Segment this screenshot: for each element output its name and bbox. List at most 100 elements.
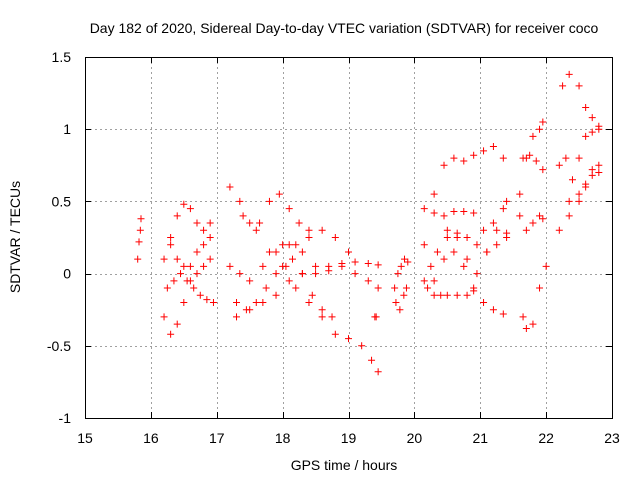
data-point (136, 226, 144, 234)
data-point (292, 284, 300, 292)
data-series (226, 183, 313, 241)
data-point (595, 125, 603, 133)
data-point (588, 166, 596, 174)
data-point (364, 277, 372, 285)
data-point (177, 270, 185, 278)
data-point (298, 248, 306, 256)
data-point (437, 291, 445, 299)
data-point (539, 215, 547, 223)
data-point (562, 154, 570, 162)
data-series (134, 215, 145, 263)
data-series (420, 197, 511, 234)
data-points (134, 70, 603, 376)
data-point (272, 270, 280, 278)
data-point (565, 70, 573, 78)
plot-frame (85, 57, 613, 419)
y-tick-label: -1 (59, 410, 72, 426)
data-point (575, 82, 583, 90)
data-point (292, 241, 300, 249)
data-point (493, 226, 501, 234)
data-point (420, 277, 428, 285)
x-tick-label: 22 (538, 430, 554, 446)
data-point (489, 143, 497, 151)
y-tick-label: 0 (63, 266, 71, 282)
x-tick-label: 17 (209, 430, 225, 446)
data-point (595, 161, 603, 169)
data-point (499, 205, 507, 213)
data-series (519, 151, 547, 174)
data-point (480, 147, 488, 155)
data-point (519, 313, 527, 321)
data-series (424, 284, 478, 299)
x-tick-label: 16 (143, 430, 159, 446)
data-point (193, 219, 201, 227)
data-point (180, 200, 188, 208)
data-point (394, 270, 402, 278)
data-point (565, 212, 573, 220)
data-point (312, 262, 320, 270)
data-point (203, 296, 211, 304)
data-series (430, 248, 507, 318)
data-point (374, 368, 382, 376)
data-point (318, 306, 326, 314)
data-point (489, 306, 497, 314)
data-point (424, 284, 432, 292)
data-point (582, 132, 590, 140)
data-point (473, 270, 481, 278)
data-series (420, 143, 507, 249)
data-point (351, 258, 359, 266)
data-point (328, 313, 336, 321)
data-point (374, 284, 382, 292)
data-point (503, 197, 511, 205)
data-point (397, 262, 405, 270)
data-point (555, 226, 563, 234)
data-point (246, 277, 254, 285)
x-tick-label: 21 (472, 430, 488, 446)
data-point (167, 234, 175, 241)
data-point (450, 248, 458, 256)
data-point (256, 219, 264, 227)
data-point (430, 277, 438, 285)
data-point (430, 291, 438, 299)
y-tick-label: 0.5 (52, 193, 72, 209)
data-point (532, 157, 540, 165)
data-point (206, 219, 214, 227)
x-tick-label: 18 (275, 430, 291, 446)
data-point (565, 197, 573, 205)
data-point (430, 190, 438, 198)
data-point (526, 151, 534, 159)
data-point (308, 291, 316, 299)
data-point (186, 277, 194, 285)
data-point (134, 255, 142, 263)
data-point (312, 270, 320, 278)
data-point (483, 248, 491, 256)
data-point (262, 284, 270, 292)
data-point (236, 197, 244, 205)
data-point (453, 234, 461, 241)
data-series (519, 262, 550, 332)
data-series (555, 125, 603, 234)
x-tick-label: 20 (407, 430, 423, 446)
data-point (206, 234, 214, 241)
data-point (516, 190, 524, 198)
data-point (279, 262, 287, 270)
data-point (285, 277, 293, 285)
data-series (516, 212, 547, 234)
data-point (453, 291, 461, 299)
data-point (200, 262, 208, 270)
data-point (440, 161, 448, 169)
data-point (450, 208, 458, 216)
data-point (180, 262, 188, 270)
data-point (460, 208, 468, 216)
data-point (499, 310, 507, 318)
data-series (443, 226, 511, 278)
data-point (275, 190, 283, 198)
data-series (226, 241, 382, 285)
data-point (318, 313, 326, 321)
data-point (226, 262, 234, 270)
data-point (536, 125, 544, 133)
data-point (443, 226, 451, 234)
data-series (160, 234, 214, 338)
data-point (575, 190, 583, 198)
